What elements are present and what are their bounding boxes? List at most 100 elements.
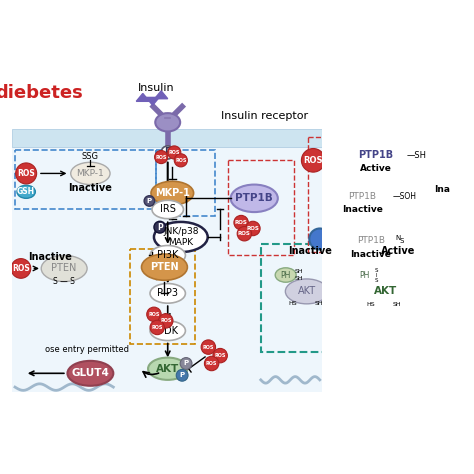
Ellipse shape bbox=[362, 278, 408, 305]
FancyBboxPatch shape bbox=[12, 129, 322, 147]
Ellipse shape bbox=[396, 292, 408, 304]
Text: S: S bbox=[400, 238, 404, 244]
Text: —SOH: —SOH bbox=[392, 192, 417, 201]
Ellipse shape bbox=[71, 162, 110, 184]
Text: ROS: ROS bbox=[214, 353, 226, 358]
Text: I: I bbox=[375, 273, 377, 278]
Text: S: S bbox=[374, 278, 378, 283]
Text: ROS: ROS bbox=[175, 158, 186, 163]
Text: P: P bbox=[157, 223, 163, 232]
Ellipse shape bbox=[231, 184, 278, 212]
Ellipse shape bbox=[154, 221, 166, 233]
Ellipse shape bbox=[161, 146, 174, 159]
Text: MKP-1: MKP-1 bbox=[155, 188, 190, 198]
Text: MKP-1: MKP-1 bbox=[76, 169, 104, 178]
Ellipse shape bbox=[158, 314, 173, 328]
FancyBboxPatch shape bbox=[12, 147, 322, 392]
Ellipse shape bbox=[246, 221, 260, 236]
Text: ROS: ROS bbox=[206, 361, 217, 366]
Text: ROS: ROS bbox=[169, 150, 180, 155]
Text: S: S bbox=[374, 268, 378, 273]
Text: Inactive: Inactive bbox=[288, 246, 332, 256]
Text: Inactive: Inactive bbox=[350, 249, 392, 258]
Ellipse shape bbox=[17, 185, 36, 198]
Text: P: P bbox=[147, 198, 152, 204]
Text: ROS: ROS bbox=[160, 319, 172, 323]
Text: PIP3: PIP3 bbox=[157, 288, 178, 298]
Text: ROS: ROS bbox=[12, 264, 30, 273]
Ellipse shape bbox=[180, 357, 192, 369]
Text: Ina: Ina bbox=[435, 185, 450, 194]
Text: PTEN: PTEN bbox=[52, 264, 77, 273]
Text: Inactive: Inactive bbox=[28, 252, 72, 262]
Text: AKT: AKT bbox=[298, 286, 316, 296]
Text: ROS: ROS bbox=[238, 231, 251, 236]
Text: HS: HS bbox=[366, 302, 375, 307]
Ellipse shape bbox=[348, 229, 393, 253]
Text: P: P bbox=[400, 295, 405, 301]
Ellipse shape bbox=[154, 222, 208, 252]
Polygon shape bbox=[136, 93, 149, 101]
Polygon shape bbox=[155, 91, 168, 99]
Text: SH: SH bbox=[393, 302, 401, 307]
Ellipse shape bbox=[150, 283, 185, 303]
Text: Inactive: Inactive bbox=[342, 205, 383, 214]
Ellipse shape bbox=[142, 254, 187, 280]
Text: PTP1B: PTP1B bbox=[236, 193, 273, 203]
Ellipse shape bbox=[234, 215, 248, 230]
Text: ROS: ROS bbox=[148, 312, 160, 317]
Ellipse shape bbox=[204, 356, 219, 371]
Text: Insulin: Insulin bbox=[137, 83, 174, 93]
Text: ROS: ROS bbox=[155, 155, 167, 160]
Text: AKT: AKT bbox=[374, 286, 397, 296]
Text: Active: Active bbox=[381, 246, 416, 256]
Ellipse shape bbox=[16, 163, 36, 184]
Text: SH: SH bbox=[314, 301, 323, 306]
Ellipse shape bbox=[176, 369, 188, 381]
Text: P: P bbox=[164, 147, 171, 157]
Ellipse shape bbox=[339, 299, 358, 317]
Text: Insulin receptor: Insulin receptor bbox=[221, 111, 309, 121]
Ellipse shape bbox=[301, 148, 325, 172]
Text: PI3K: PI3K bbox=[157, 250, 178, 260]
Text: diebetes: diebetes bbox=[0, 84, 83, 102]
Text: AKT: AKT bbox=[156, 364, 179, 374]
Text: N: N bbox=[396, 235, 401, 241]
Text: PTEN: PTEN bbox=[150, 262, 179, 272]
Text: S — S: S — S bbox=[53, 277, 75, 286]
Ellipse shape bbox=[152, 201, 183, 219]
Text: JNK/p38: JNK/p38 bbox=[163, 227, 199, 236]
Ellipse shape bbox=[340, 184, 384, 208]
Ellipse shape bbox=[285, 279, 328, 304]
Ellipse shape bbox=[401, 280, 412, 292]
Text: PTP1B: PTP1B bbox=[357, 237, 385, 246]
Text: GSH: GSH bbox=[17, 187, 35, 196]
Text: ROS: ROS bbox=[340, 305, 357, 311]
Ellipse shape bbox=[147, 307, 161, 321]
Text: PTP1B: PTP1B bbox=[358, 150, 393, 160]
Ellipse shape bbox=[213, 348, 228, 363]
Text: ROS: ROS bbox=[17, 169, 35, 178]
Ellipse shape bbox=[155, 150, 168, 164]
Text: ROS: ROS bbox=[303, 156, 323, 165]
Ellipse shape bbox=[237, 227, 252, 241]
Text: PH: PH bbox=[359, 271, 370, 280]
Text: IRS: IRS bbox=[160, 204, 176, 214]
Ellipse shape bbox=[201, 340, 216, 354]
Ellipse shape bbox=[309, 228, 330, 249]
Ellipse shape bbox=[150, 321, 185, 340]
Ellipse shape bbox=[168, 146, 181, 159]
Text: Inactive: Inactive bbox=[68, 183, 112, 193]
Ellipse shape bbox=[174, 154, 187, 167]
Ellipse shape bbox=[352, 143, 399, 167]
Text: ROS: ROS bbox=[436, 288, 453, 294]
Text: SH: SH bbox=[294, 276, 303, 281]
Text: SSG: SSG bbox=[82, 152, 99, 161]
Text: ROS: ROS bbox=[246, 226, 259, 231]
Ellipse shape bbox=[354, 268, 375, 282]
Polygon shape bbox=[146, 97, 159, 105]
Text: ROS: ROS bbox=[152, 325, 163, 330]
Ellipse shape bbox=[11, 259, 31, 278]
Ellipse shape bbox=[148, 357, 187, 380]
Text: SH: SH bbox=[294, 269, 303, 274]
